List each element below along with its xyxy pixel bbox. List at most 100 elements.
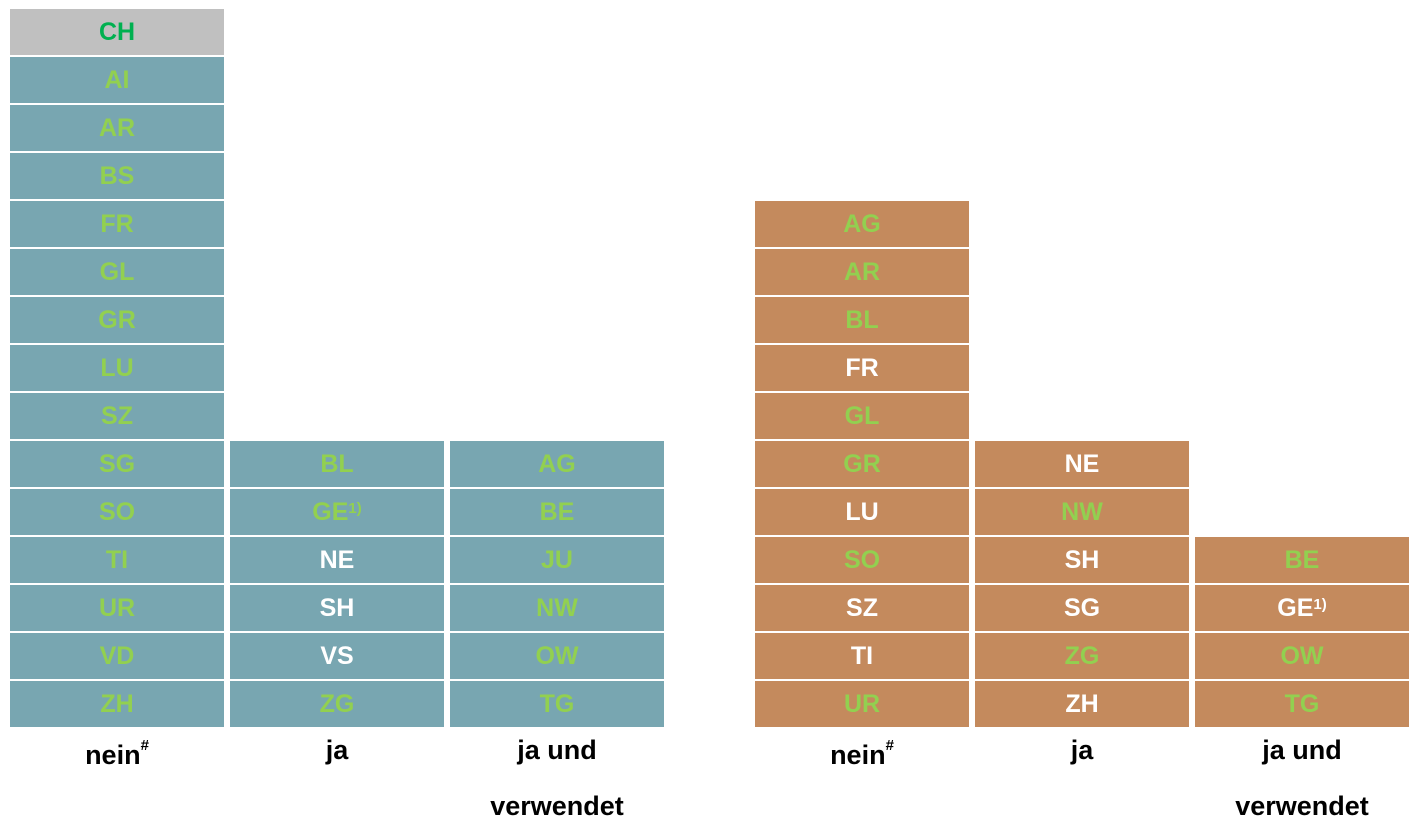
cell: AG	[450, 441, 664, 487]
cell-text: SH	[319, 593, 355, 622]
label-line: ja	[230, 722, 444, 778]
label-sup: #	[885, 737, 894, 754]
cell-text: TI	[850, 641, 874, 670]
cell-text: TG	[539, 689, 575, 718]
cell-text: JU	[541, 545, 573, 574]
label-text: nein	[830, 740, 886, 770]
label-text: ja und	[517, 735, 597, 765]
label-line: ja	[975, 722, 1189, 778]
cell-text: AG	[538, 449, 576, 478]
cell: NE	[230, 537, 444, 583]
cell: TG	[1195, 681, 1409, 727]
cell-text: GR	[843, 449, 881, 478]
label-line: ja und	[450, 722, 664, 778]
cell: AG	[755, 201, 969, 247]
cell-sup: 1)	[1313, 595, 1327, 613]
cell: AI	[10, 57, 224, 103]
cell-text: ZG	[319, 689, 355, 718]
cell: SH	[230, 585, 444, 631]
cell-text: ZG	[1064, 641, 1100, 670]
cell: GE 1)	[230, 489, 444, 535]
cell: VD	[10, 633, 224, 679]
cell: VS	[230, 633, 444, 679]
cell: SO	[755, 537, 969, 583]
cell: TI	[755, 633, 969, 679]
cell: GR	[755, 441, 969, 487]
cell-text: BE	[539, 497, 575, 526]
cell: NE	[975, 441, 1189, 487]
cell-text: TG	[1284, 689, 1320, 718]
cell-text: SO	[843, 545, 881, 574]
label-text: nein	[85, 740, 141, 770]
cell: SG	[975, 585, 1189, 631]
cell: GR	[10, 297, 224, 343]
cell-text: SG	[1063, 593, 1101, 622]
cell: LU	[10, 345, 224, 391]
label-line: ja und	[1195, 722, 1409, 778]
cell-text: LU	[845, 497, 879, 526]
cell-text: GL	[844, 401, 880, 430]
column-label: ja	[975, 722, 1189, 778]
cell-text: ZH	[1065, 689, 1099, 718]
cell-text: GE	[312, 497, 349, 526]
cell: SZ	[755, 585, 969, 631]
cell: TG	[450, 681, 664, 727]
cell-text: TI	[105, 545, 129, 574]
cell: ZG	[230, 681, 444, 727]
cell: UR	[10, 585, 224, 631]
column-label: nein#	[10, 722, 224, 783]
cell: UR	[755, 681, 969, 727]
cell-text: AI	[104, 65, 130, 94]
cell: BE	[1195, 537, 1409, 583]
cell-text: NW	[1061, 497, 1103, 526]
cell: TI	[10, 537, 224, 583]
cell-text: GL	[99, 257, 135, 286]
cell: ZG	[975, 633, 1189, 679]
cell: OW	[450, 633, 664, 679]
label-sup: #	[140, 737, 149, 754]
cell-text: NW	[536, 593, 578, 622]
column-label: ja	[230, 722, 444, 778]
cell: GE 1)	[1195, 585, 1409, 631]
cell: JU	[450, 537, 664, 583]
cell: GL	[10, 249, 224, 295]
cell-text: SZ	[101, 401, 133, 430]
cell: AR	[755, 249, 969, 295]
cell-text: AR	[843, 257, 881, 286]
cell: NW	[450, 585, 664, 631]
column-label: nein#	[755, 722, 969, 783]
cell: CH	[10, 9, 224, 55]
cell-text: AR	[98, 113, 136, 142]
cell-text: LU	[100, 353, 134, 382]
cell: BL	[230, 441, 444, 487]
cell: OW	[1195, 633, 1409, 679]
label-text: ja	[325, 735, 349, 765]
cell-text: SH	[1064, 545, 1100, 574]
cell-text: VS	[320, 641, 354, 670]
cell: SO	[10, 489, 224, 535]
cell-text: ZH	[100, 689, 134, 718]
cell: AR	[10, 105, 224, 151]
cell-text: FR	[845, 353, 879, 382]
column-label: ja und verwendet	[450, 722, 664, 834]
cell-text: SG	[98, 449, 136, 478]
label-text: ja und	[1262, 735, 1342, 765]
cell: BL	[755, 297, 969, 343]
cell-text: OW	[535, 641, 579, 670]
cell-text: GE	[1277, 593, 1314, 622]
cell-text: NE	[319, 545, 355, 574]
label-line: nein#	[755, 722, 969, 783]
cell-text: UR	[98, 593, 136, 622]
column-label: ja und verwendet	[1195, 722, 1409, 834]
cell: SG	[10, 441, 224, 487]
label-text: verwendet	[1235, 791, 1369, 821]
cell-text: BE	[1284, 545, 1320, 574]
cell-text: SZ	[846, 593, 878, 622]
label-line: nein#	[10, 722, 224, 783]
cell-text: FR	[100, 209, 134, 238]
cell-text: NE	[1064, 449, 1100, 478]
cell: SH	[975, 537, 1189, 583]
cell-text: VD	[99, 641, 135, 670]
cell: BE	[450, 489, 664, 535]
